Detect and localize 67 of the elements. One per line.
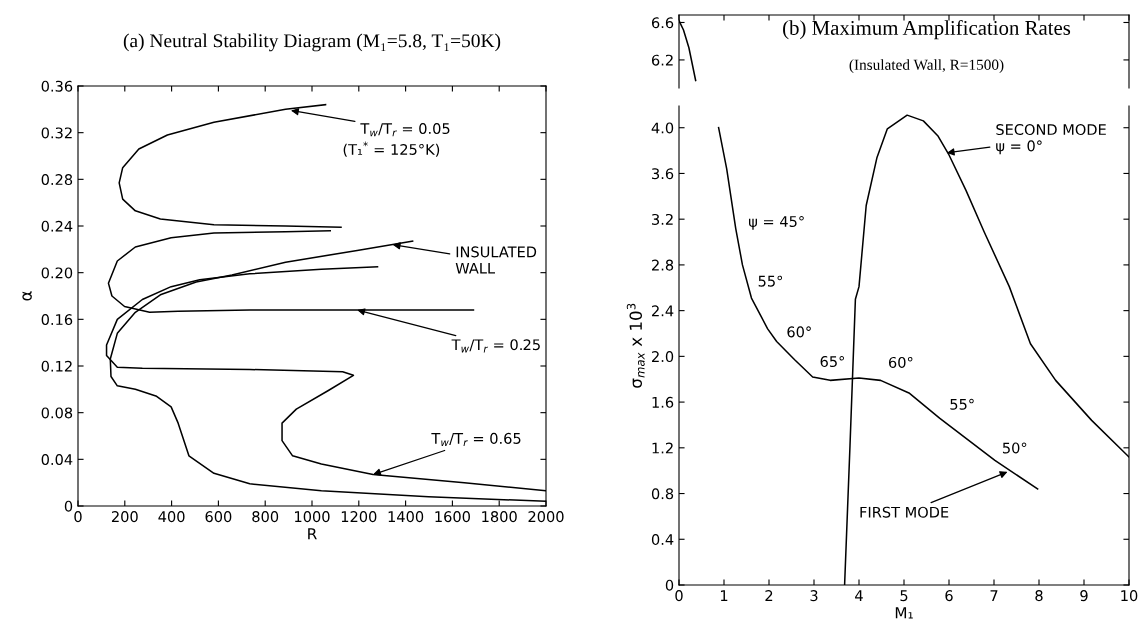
y-tick-label: 4.0 xyxy=(651,122,674,134)
chart-title: (b) Maximum Amplification Rates xyxy=(783,20,1071,40)
y-tick-label: 2.4 xyxy=(652,305,674,317)
x-tick-label: 600 xyxy=(205,511,232,523)
annotation: 50° xyxy=(1002,442,1027,454)
y-tick-label: 0.08 xyxy=(41,407,73,419)
annotation: 65° xyxy=(820,356,845,368)
y-tick-label: 6.2 xyxy=(651,54,673,66)
y-tick-label: 0.20 xyxy=(41,267,73,279)
y-tick-label: 0 xyxy=(64,500,73,512)
annotation: 55° xyxy=(950,398,974,410)
y-axis-title: α xyxy=(22,291,32,301)
x-tick-label: 200 xyxy=(111,511,138,523)
x-tick-label: 1000 xyxy=(295,511,330,523)
y-tick-label: 6.6 xyxy=(651,17,674,29)
x-tick-label: 3 xyxy=(810,590,818,602)
text: (Insulated Wall, R=1500) xyxy=(849,59,1004,74)
y-tick-label: 0.36 xyxy=(41,80,73,92)
x-tick-label: 0 xyxy=(74,511,82,523)
x-tick-label: 7 xyxy=(990,590,998,601)
x-tick-label: 2 xyxy=(765,590,773,601)
x-axis-title: M₁ xyxy=(895,607,913,619)
x-tick-label: 1200 xyxy=(341,511,377,523)
y-tick-label: 2.0 xyxy=(652,351,674,363)
annotation: 60° xyxy=(787,326,811,338)
x-tick-label: 400 xyxy=(158,511,185,523)
x-tick-label: 9 xyxy=(1080,590,1088,602)
annotation: T$_{w}$/T$_{r}$ = 0.65 xyxy=(431,432,521,447)
y-tick-label: 0.32 xyxy=(41,127,72,139)
y-tick-label: 0.12 xyxy=(41,360,72,372)
annotation: 55° xyxy=(758,275,783,287)
annotation: SECOND MODE ψ = 0° xyxy=(996,124,1106,155)
x-tick-label: 6 xyxy=(945,590,953,602)
y-tick-label: 2.8 xyxy=(652,259,674,271)
x-tick-label: 1 xyxy=(720,590,728,601)
x-tick-label: 800 xyxy=(252,511,279,523)
y-axis-title: σ$_{max}$ x 10$^{3}$ xyxy=(626,303,645,388)
y-tick-label: 0.8 xyxy=(651,488,674,500)
y-tick-label: 0.24 xyxy=(41,220,73,232)
annotation: T$_{w}$/T$_{r}$ = 0.05 xyxy=(360,123,450,137)
y-tick-label: 0 xyxy=(665,579,674,591)
y-tick-label: 3.2 xyxy=(652,213,673,225)
x-tick-label: 2000 xyxy=(528,511,564,523)
annotation: INSULATED WALL xyxy=(455,246,537,274)
x-tick-label: 10 xyxy=(1121,590,1138,602)
annotation: (T₁$^{*}$ = 125°K) xyxy=(343,141,440,157)
chart-title: (a) Neutral Stability Diagram (M₁=5.8, T₁=50K) xyxy=(123,33,501,52)
y-tick-label: 1.6 xyxy=(652,396,674,408)
x-tick-label: 1800 xyxy=(482,511,517,523)
annotation: T$_{w}$/T$_{r}$ = 0.25 xyxy=(451,339,540,353)
line-series xyxy=(118,103,342,228)
y-tick-label: 0.4 xyxy=(651,533,674,546)
x-tick-label: 5 xyxy=(900,590,908,602)
annotation: FIRST MODE xyxy=(860,506,949,518)
annotation: 60° xyxy=(888,356,913,368)
x-tick-label: 4 xyxy=(855,590,863,601)
x-tick-label: 1400 xyxy=(388,511,424,523)
y-tick-label: 1.2 xyxy=(652,442,673,454)
y-tick-label: 0.16 xyxy=(41,314,73,326)
x-axis-title: R xyxy=(308,528,317,540)
x-tick-label: 0 xyxy=(675,590,683,602)
y-tick-label: 3.6 xyxy=(652,168,674,180)
y-tick-label: 0.28 xyxy=(41,174,73,186)
annotation: ψ = 45° xyxy=(749,215,804,230)
y-tick-label: 0.04 xyxy=(41,454,73,466)
x-tick-label: 8 xyxy=(1035,590,1043,602)
x-tick-label: 1600 xyxy=(435,511,470,523)
